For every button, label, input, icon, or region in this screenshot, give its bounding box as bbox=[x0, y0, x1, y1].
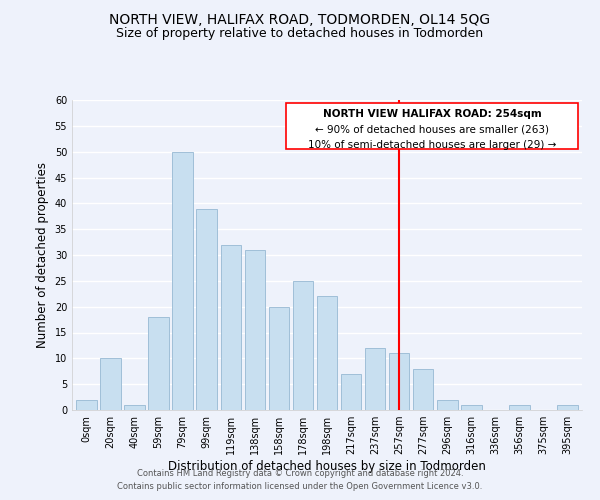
X-axis label: Distribution of detached houses by size in Todmorden: Distribution of detached houses by size … bbox=[168, 460, 486, 473]
Bar bbox=[365, 348, 385, 410]
FancyBboxPatch shape bbox=[286, 102, 578, 149]
Bar bbox=[245, 250, 265, 410]
Text: 10% of semi-detached houses are larger (29) →: 10% of semi-detached houses are larger (… bbox=[308, 140, 556, 150]
Text: Size of property relative to detached houses in Todmorden: Size of property relative to detached ho… bbox=[116, 28, 484, 40]
Bar bbox=[172, 152, 193, 410]
Bar bbox=[293, 281, 313, 410]
Bar bbox=[221, 244, 241, 410]
Text: Contains HM Land Registry data © Crown copyright and database right 2024.
Contai: Contains HM Land Registry data © Crown c… bbox=[118, 469, 482, 491]
Y-axis label: Number of detached properties: Number of detached properties bbox=[36, 162, 49, 348]
Bar bbox=[317, 296, 337, 410]
Bar bbox=[100, 358, 121, 410]
Bar bbox=[389, 353, 409, 410]
Bar bbox=[269, 306, 289, 410]
Bar bbox=[557, 405, 578, 410]
Bar bbox=[341, 374, 361, 410]
Bar bbox=[461, 405, 482, 410]
Bar bbox=[124, 405, 145, 410]
Text: ← 90% of detached houses are smaller (263): ← 90% of detached houses are smaller (26… bbox=[315, 124, 549, 134]
Bar bbox=[413, 368, 433, 410]
Bar bbox=[76, 400, 97, 410]
Text: NORTH VIEW, HALIFAX ROAD, TODMORDEN, OL14 5QG: NORTH VIEW, HALIFAX ROAD, TODMORDEN, OL1… bbox=[109, 12, 491, 26]
Bar bbox=[196, 208, 217, 410]
Bar bbox=[148, 317, 169, 410]
Bar bbox=[509, 405, 530, 410]
Bar bbox=[437, 400, 458, 410]
Text: NORTH VIEW HALIFAX ROAD: 254sqm: NORTH VIEW HALIFAX ROAD: 254sqm bbox=[323, 109, 542, 119]
